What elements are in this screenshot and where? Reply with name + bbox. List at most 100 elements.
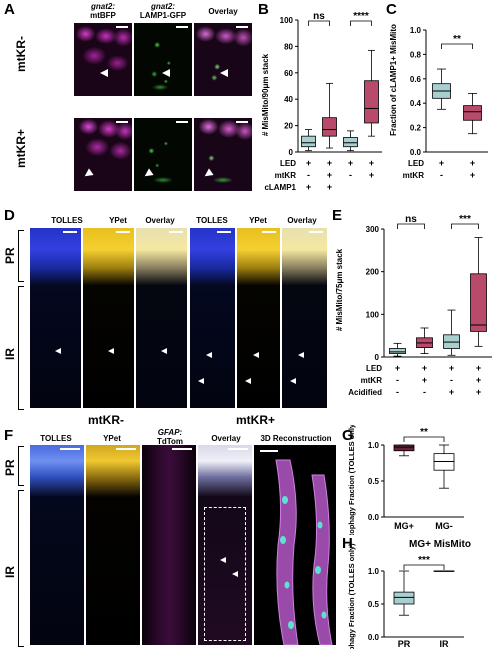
chart-h-category-0: PR bbox=[398, 639, 411, 649]
panel-f-header-gfap: GFAP: TdTom bbox=[156, 428, 184, 446]
chart-e-sig-label-1: *** bbox=[459, 214, 471, 225]
panel-f-header-overlay: Overlay bbox=[211, 434, 241, 443]
panel-f-header-ypet: YPet bbox=[103, 434, 121, 443]
panel-f-image-ypet bbox=[86, 445, 140, 645]
chart-g-ytick-label-2: 1.0 bbox=[368, 441, 380, 450]
chart-g-category-1: MG- bbox=[435, 521, 453, 531]
chart-e-ytick-label-3: 300 bbox=[366, 225, 380, 234]
chart-e-cond-value-2-1: - bbox=[423, 387, 426, 397]
chart-c-ytick-label-1: 0.2 bbox=[410, 124, 422, 133]
panel-d-image-tolles-plus bbox=[190, 228, 235, 408]
chart-e-cond-value-2-0: - bbox=[396, 387, 399, 397]
chart-b-sig-label-1: **** bbox=[353, 11, 369, 22]
chart-b-cond-value-2-1: + bbox=[327, 182, 332, 192]
chart-b-box-2 bbox=[343, 137, 358, 148]
panel-label-h: H bbox=[342, 535, 353, 552]
overlay-zoom-box bbox=[204, 507, 246, 641]
chart-b-cond-value-0-0: + bbox=[306, 158, 311, 168]
chart-e-cond-value-1-1: + bbox=[422, 375, 427, 385]
panel-a-image-overlay-minus bbox=[194, 23, 252, 96]
chart-e-box-3 bbox=[470, 273, 487, 332]
chart-e-cond-label-1: mtKR bbox=[361, 376, 383, 385]
panel-a-image-mtbfp-plus bbox=[74, 118, 132, 191]
chart-c-ytick-label-4: 0.8 bbox=[410, 50, 422, 59]
chart-e-sig-bracket-1 bbox=[451, 223, 479, 229]
panel-d-image-tolles-minus bbox=[30, 228, 81, 408]
chart-b-cond-value-0-1: + bbox=[327, 158, 332, 168]
panel-a-image-lamp1-minus bbox=[134, 23, 192, 96]
chart-g-ytick-label-1: 0.5 bbox=[368, 477, 380, 486]
chart-e-cond-value-2-2: + bbox=[449, 387, 454, 397]
chart-b-ytick-label-2: 40 bbox=[284, 95, 293, 104]
chart-b-ylabel: # MisMito/90μm stack bbox=[261, 53, 270, 136]
chart-e-ylabel: # MisMito/75μm stack bbox=[335, 248, 344, 331]
chart-h-ylabel-1: Mitophagy Fraction (TOLLES only) bbox=[347, 543, 356, 649]
panel-label-c: C bbox=[386, 1, 397, 18]
chart-e-box-0 bbox=[389, 348, 406, 354]
chart-e-sig-bracket-0 bbox=[397, 223, 425, 229]
panel-a-image-overlay-plus bbox=[194, 118, 252, 191]
chart-g-ytick-label-0: 0.0 bbox=[368, 513, 380, 522]
chart-c: Fraction of cLAMP1+ MisMito 0.0 0.2 0.4 0.6… bbox=[389, 24, 488, 180]
panel-d-header-ypet-1: YPet bbox=[109, 216, 127, 225]
chart-b-ytick-label-5: 100 bbox=[280, 16, 294, 25]
panel-d-image-ypet-minus bbox=[83, 228, 134, 408]
panel-d-header-tolles-2: TOLLES bbox=[196, 216, 228, 225]
chart-e-cond-value-0-3: + bbox=[476, 363, 481, 373]
chart-g-sig-label-0: ** bbox=[420, 427, 428, 438]
panel-label-g: G bbox=[342, 427, 354, 444]
chart-g: Mitophagy Fraction (TOLLES only) 0.0 0.5 1… bbox=[347, 425, 464, 535]
chart-e-cond-value-0-0: + bbox=[395, 363, 400, 373]
panel-d-ir-bracket bbox=[18, 286, 24, 410]
chart-c-sig-bracket-0 bbox=[441, 43, 473, 49]
chart-e-cond-label-0: LED bbox=[366, 364, 382, 373]
panel-d-image-overlay-minus bbox=[136, 228, 187, 408]
panel-f-row-ir: IR bbox=[3, 566, 17, 578]
chart-e-sig-label-0: ns bbox=[405, 214, 417, 225]
panel-f-row-pr: PR bbox=[3, 459, 17, 476]
chart-c-ytick-label-3: 0.6 bbox=[410, 75, 422, 84]
panel-d-header-tolles-1: TOLLES bbox=[51, 216, 83, 225]
chart-e-cond-value-0-1: + bbox=[422, 363, 427, 373]
chart-b-ytick-label-0: 0 bbox=[289, 148, 294, 157]
chart-c-ytick-label-2: 0.4 bbox=[410, 99, 422, 108]
chart-b-sig-label-0: ns bbox=[313, 11, 325, 22]
chart-e-cond-value-1-0: - bbox=[396, 375, 399, 385]
panel-f-image-tolles bbox=[30, 445, 84, 645]
chart-e-ytick-label-0: 0 bbox=[375, 353, 380, 362]
chart-h-sig-bracket-0 bbox=[403, 564, 445, 570]
chart-g-ylabel-1: Mitophagy Fraction (TOLLES only) bbox=[347, 425, 356, 535]
panel-label-d: D bbox=[4, 207, 15, 224]
chart-b-cond-value-0-2: + bbox=[348, 158, 353, 168]
chart-c-ytick-label-5: 1.0 bbox=[410, 26, 422, 35]
chart-g-box-0 bbox=[393, 444, 415, 452]
panel-f-header-tolles: TOLLES bbox=[40, 434, 72, 443]
chart-h-title: MG+ MisMito bbox=[409, 539, 471, 550]
panel-a-header-lamp1: gnat2: LAMP1-GFP bbox=[139, 2, 187, 20]
panel-d-header-overlay-1: Overlay bbox=[145, 216, 175, 225]
panel-d-group-mtkr-plus: mtKR+ bbox=[236, 413, 276, 427]
chart-b-cond-value-1-2: - bbox=[349, 170, 352, 180]
panel-d-image-overlay-plus bbox=[282, 228, 327, 408]
chart-c-cond-label-0: LED bbox=[408, 159, 424, 168]
chart-h-ytick-label-1: 0.5 bbox=[368, 600, 380, 609]
chart-b-cond-label-1: mtKR bbox=[275, 171, 297, 180]
chart-b-ytick-label-3: 60 bbox=[284, 69, 293, 78]
chart-b-box-0 bbox=[301, 135, 316, 148]
chart-c-cond-value-0-0: + bbox=[439, 158, 444, 168]
chart-h: Mitophagy Fraction (TOLLES only) MG+ Mis… bbox=[347, 539, 471, 649]
chart-c-sig-label-0: ** bbox=[453, 34, 461, 45]
chart-c-cond-value-0-1: + bbox=[470, 158, 475, 168]
panel-d-header-overlay-2: Overlay bbox=[287, 216, 317, 225]
chart-e-cond-value-0-2: + bbox=[449, 363, 454, 373]
panel-d-row-ir: IR bbox=[3, 348, 17, 360]
chart-b: # MisMito/90μm stack 0 20 40 60 80 100 ns **** L… bbox=[261, 11, 382, 192]
chart-b-sig-bracket-1 bbox=[350, 20, 372, 26]
panel-a-image-lamp1-plus bbox=[134, 118, 192, 191]
chart-b-cond-value-2-0: + bbox=[306, 182, 311, 192]
panel-label-b: B bbox=[258, 1, 269, 18]
panel-label-f: F bbox=[4, 427, 14, 444]
panel-d-header-ypet-2: YPet bbox=[249, 216, 267, 225]
panel-a-header-overlay: Overlay bbox=[208, 7, 238, 16]
panel-f-image-overlay bbox=[198, 445, 252, 645]
